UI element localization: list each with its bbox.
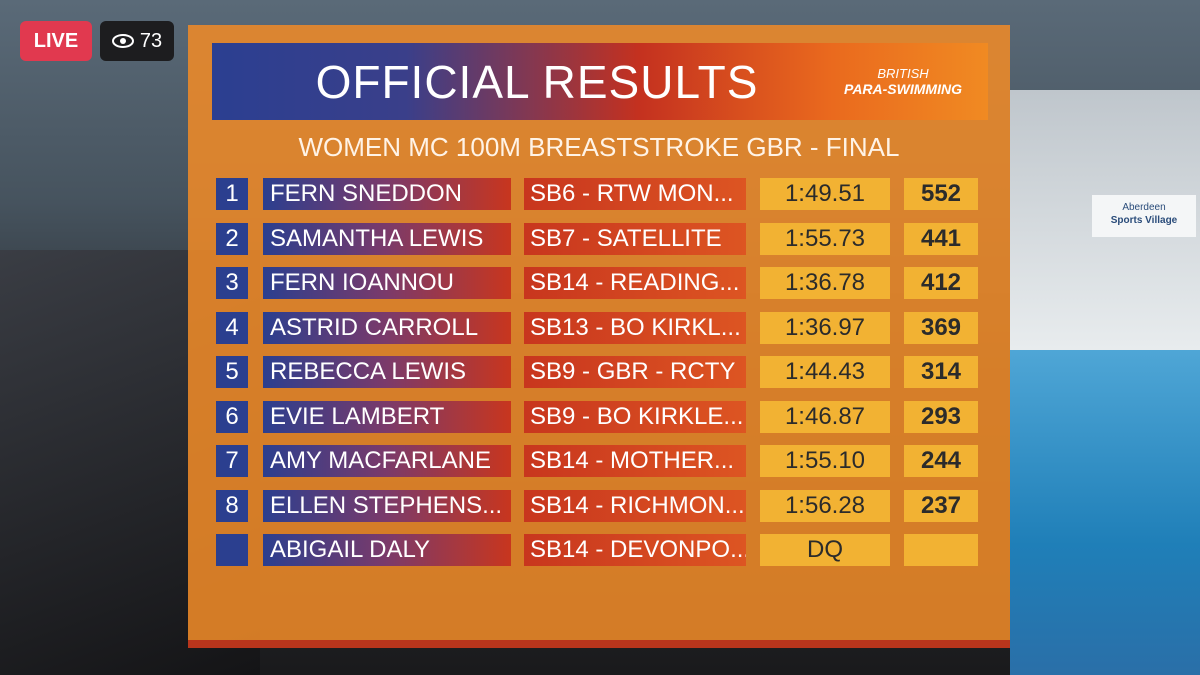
viewer-number: 73 bbox=[139, 29, 163, 52]
event-name: WOMEN MC 100M BREASTSTROKE GBR - FINAL bbox=[298, 132, 900, 162]
result-place: 5 bbox=[216, 356, 248, 388]
result-pts: 293 bbox=[904, 400, 978, 433]
result-club: SB14 - DEVONPO... bbox=[524, 534, 746, 566]
result-time: 1:44.43 bbox=[760, 356, 890, 388]
sign-line: Sports Village bbox=[1110, 215, 1178, 226]
result-club: SB14 - READING... bbox=[524, 267, 746, 299]
pool bbox=[1010, 350, 1200, 675]
result-place: 2 bbox=[216, 222, 248, 255]
result-place: 1 bbox=[216, 178, 248, 210]
result-pts: 237 bbox=[904, 489, 978, 522]
result-pts: 412 bbox=[904, 267, 978, 299]
result-place: 7 bbox=[216, 445, 248, 477]
result-club: SB13 - BO KIRKL... bbox=[524, 311, 746, 344]
result-place: 6 bbox=[216, 400, 248, 433]
result-pts: 314 bbox=[904, 356, 978, 388]
result-time: 1:56.28 bbox=[760, 489, 890, 522]
live-badge: LIVE bbox=[20, 21, 92, 61]
result-club: SB7 - SATELLITE bbox=[524, 222, 746, 255]
result-pts: 244 bbox=[904, 445, 978, 477]
banner bbox=[212, 43, 988, 120]
result-time: 1:55.73 bbox=[760, 222, 890, 255]
result-time: 1:55.10 bbox=[760, 445, 890, 477]
sign-line: Aberdeen bbox=[1122, 202, 1166, 213]
result-place bbox=[216, 534, 248, 566]
result-name: FERN IOANNOU bbox=[263, 267, 511, 299]
result-club: SB9 - BO KIRKLE... bbox=[524, 400, 746, 433]
venue-sign: Aberdeen Sports Village bbox=[1092, 195, 1196, 237]
result-club: SB14 - MOTHER... bbox=[524, 445, 746, 477]
result-name: SAMANTHA LEWIS bbox=[263, 222, 511, 255]
result-pts: 369 bbox=[904, 311, 978, 344]
result-pts bbox=[904, 534, 978, 566]
result-name: AMY MACFARLANE bbox=[263, 445, 511, 477]
result-club: SB6 - RTW MON... bbox=[524, 178, 746, 210]
logo: BRITISH PARA-SWIMMING bbox=[838, 52, 968, 112]
result-time: 1:46.87 bbox=[760, 400, 890, 433]
result-name: ELLEN STEPHENS... bbox=[263, 489, 511, 522]
eye-icon bbox=[111, 34, 134, 48]
result-time: 1:49.51 bbox=[760, 178, 890, 210]
result-name: FERN SNEDDON bbox=[263, 178, 511, 210]
result-name: REBECCA LEWIS bbox=[263, 356, 511, 388]
result-pts: 552 bbox=[904, 178, 978, 210]
logo-line: BRITISH bbox=[877, 66, 929, 81]
results-title: OFFICIAL RESULTS bbox=[315, 55, 759, 108]
result-club: SB9 - GBR - RCTY bbox=[524, 356, 746, 388]
result-club: SB14 - RICHMON... bbox=[524, 489, 746, 522]
result-time: 1:36.78 bbox=[760, 267, 890, 299]
result-place: 8 bbox=[216, 489, 248, 522]
result-name: EVIE LAMBERT bbox=[263, 400, 511, 433]
result-name: ABIGAIL DALY bbox=[263, 534, 511, 566]
result-name: ASTRID CARROLL bbox=[263, 311, 511, 344]
viewer-count: 73 bbox=[100, 21, 174, 61]
result-time: 1:36.97 bbox=[760, 311, 890, 344]
result-pts: 441 bbox=[904, 222, 978, 255]
result-time: DQ bbox=[760, 534, 890, 566]
logo-line: PARA-SWIMMING bbox=[844, 81, 962, 97]
result-place: 3 bbox=[216, 267, 248, 299]
result-place: 4 bbox=[216, 311, 248, 344]
